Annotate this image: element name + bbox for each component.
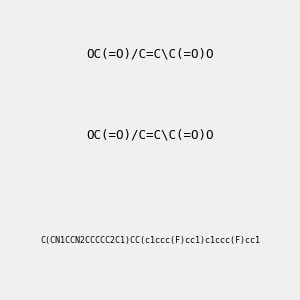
Text: C(CN1CCN2CCCCC2C1)CC(c1ccc(F)cc1)c1ccc(F)cc1: C(CN1CCN2CCCCC2C1)CC(c1ccc(F)cc1)c1ccc(F… xyxy=(40,236,260,244)
Text: OC(=O)/C=C\C(=O)O: OC(=O)/C=C\C(=O)O xyxy=(86,128,214,142)
Text: OC(=O)/C=C\C(=O)O: OC(=O)/C=C\C(=O)O xyxy=(86,47,214,61)
